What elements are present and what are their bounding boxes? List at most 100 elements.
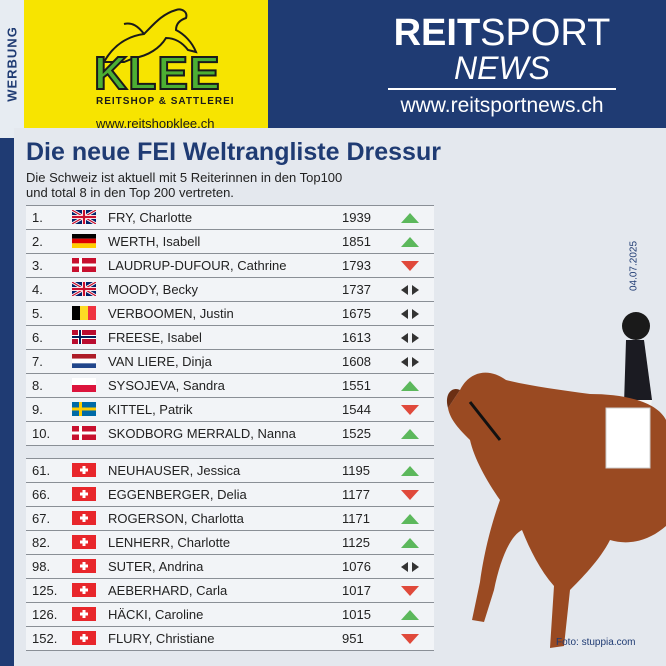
- table-row: 4. MOODY, Becky 1737: [26, 278, 434, 302]
- rank-cell: 6.: [32, 330, 43, 345]
- rank-cell: 2.: [32, 234, 43, 249]
- rank-cell: 5.: [32, 306, 43, 321]
- ad-url[interactable]: www.reitshopklee.ch: [96, 116, 215, 131]
- table-row: 126. HÄCKI, Caroline 1015: [26, 603, 434, 627]
- trend-up-icon: [400, 513, 420, 525]
- rider-name-cell: SKODBORG MERRALD, Nanna: [108, 426, 296, 441]
- table-row: 152. FLURY, Christiane 951: [26, 627, 434, 651]
- klee-logo: KLEE: [93, 46, 221, 100]
- flag-se-icon: [72, 402, 96, 416]
- rider-name-cell: SYSOJEVA, Sandra: [108, 378, 225, 393]
- brand-title-bold: REIT: [393, 12, 481, 54]
- trend-same-icon: [400, 284, 420, 296]
- points-cell: 1551: [342, 378, 371, 393]
- points-cell: 1737: [342, 282, 371, 297]
- rank-cell: 82.: [32, 535, 51, 550]
- brand-divider: [388, 88, 616, 90]
- flag-no-icon: [72, 330, 96, 344]
- trend-same-icon: [400, 332, 420, 344]
- rider-name-cell: ROGERSON, Charlotta: [108, 511, 244, 526]
- points-cell: 1171: [342, 511, 370, 526]
- table-row: 61. NEUHAUSER, Jessica 1195: [26, 458, 434, 483]
- klee-logo-subtitle: REITSHOP & SATTLEREI: [96, 96, 235, 107]
- rider-name-cell: FREESE, Isabel: [108, 330, 202, 345]
- rider-name-cell: KITTEL, Patrik: [108, 402, 193, 417]
- advertising-label-text: WERBUNG: [4, 26, 20, 102]
- photo-credit: Foto: stuppia.com: [556, 637, 636, 648]
- flag-ch-icon: [72, 607, 96, 621]
- brand-title-rest: SPORT: [480, 12, 611, 54]
- trend-down-icon: [400, 585, 420, 597]
- points-cell: 1613: [342, 330, 371, 345]
- ranking-table-swiss: 61. NEUHAUSER, Jessica 1195 66. EGGENBER…: [26, 458, 434, 651]
- flag-ch-icon: [72, 487, 96, 501]
- advertising-label: WERBUNG: [0, 0, 24, 138]
- rider-name-cell: NEUHAUSER, Jessica: [108, 463, 241, 478]
- points-cell: 1793: [342, 258, 371, 273]
- points-cell: 1608: [342, 354, 371, 369]
- rank-cell: 66.: [32, 487, 51, 502]
- subheading: Die Schweiz ist aktuell mit 5 Reiterinne…: [26, 170, 406, 200]
- rank-cell: 3.: [32, 258, 43, 273]
- rider-name-cell: HÄCKI, Caroline: [108, 607, 204, 622]
- table-row: 1. FRY, Charlotte 1939: [26, 205, 434, 230]
- points-cell: 1125: [342, 535, 370, 550]
- points-cell: 1544: [342, 402, 371, 417]
- trend-down-icon: [400, 404, 420, 416]
- flag-ch-icon: [72, 511, 96, 525]
- flag-gb-icon: [71, 280, 97, 298]
- points-cell: 1076: [342, 559, 371, 574]
- rider-name-cell: EGGENBERGER, Delia: [108, 487, 247, 502]
- horse-logo-icon: [102, 8, 198, 63]
- flag-ch-icon: [72, 463, 96, 477]
- rank-cell: 8.: [32, 378, 43, 393]
- table-row: 125. AEBERHARD, Carla 1017: [26, 579, 434, 603]
- rank-cell: 126.: [32, 607, 58, 622]
- flag-dk-icon: [72, 258, 96, 272]
- rank-cell: 61.: [32, 463, 51, 478]
- table-row: 2. WERTH, Isabell 1851: [26, 230, 434, 254]
- table-row: 10. SKODBORG MERRALD, Nanna 1525: [26, 422, 434, 446]
- table-row: 66. EGGENBERGER, Delia 1177: [26, 483, 434, 507]
- table-row: 7. VAN LIERE, Dinja 1608: [26, 350, 434, 374]
- points-cell: 1017: [342, 583, 371, 598]
- rank-cell: 4.: [32, 282, 43, 297]
- points-cell: 1177: [342, 487, 370, 502]
- table-row: 9. KITTEL, Patrik 1544: [26, 398, 434, 422]
- rider-name-cell: SUTER, Andrina: [108, 559, 204, 574]
- brand-title: REITSPORT: [382, 12, 622, 55]
- rider-name-cell: VAN LIERE, Dinja: [108, 354, 212, 369]
- flag-gb-icon: [71, 208, 97, 226]
- ad-banner[interactable]: KLEE REITSHOP & SATTLEREI www.reitshopkl…: [24, 0, 268, 138]
- rider-name-cell: LAUDRUP-DUFOUR, Cathrine: [108, 258, 287, 273]
- rank-cell: 152.: [32, 631, 58, 646]
- points-cell: 1525: [342, 426, 371, 441]
- brand-url[interactable]: www.reitsportnews.ch: [400, 94, 604, 117]
- rider-name-cell: VERBOOMEN, Justin: [108, 306, 234, 321]
- trend-up-icon: [400, 465, 420, 477]
- flag-dk-icon: [72, 426, 96, 440]
- trend-down-icon: [400, 260, 420, 272]
- ranking-table-top10: 1. FRY, Charlotte 1939 2. WERTH, Isabell…: [26, 205, 434, 446]
- table-row: 98. SUTER, Andrina 1076: [26, 555, 434, 579]
- rider-name-cell: AEBERHARD, Carla: [108, 583, 228, 598]
- table-row: 6. FREESE, Isabel 1613: [26, 326, 434, 350]
- flag-nl-icon: [72, 354, 96, 368]
- rider-name-cell: LENHERR, Charlotte: [108, 535, 231, 550]
- table-row: 3. LAUDRUP-DUFOUR, Cathrine 1793: [26, 254, 434, 278]
- points-cell: 1195: [342, 463, 370, 478]
- trend-up-icon: [400, 428, 420, 440]
- points-cell: 1015: [342, 607, 371, 622]
- date-label: 04.07.2025: [628, 240, 640, 292]
- rank-cell: 7.: [32, 354, 43, 369]
- rank-cell: 67.: [32, 511, 51, 526]
- flag-ch-icon: [72, 535, 96, 549]
- trend-same-icon: [400, 356, 420, 368]
- rider-name-cell: WERTH, Isabell: [108, 234, 201, 249]
- table-row: 5. VERBOOMEN, Justin 1675: [26, 302, 434, 326]
- trend-down-icon: [400, 489, 420, 501]
- rider-name-cell: MOODY, Becky: [108, 282, 199, 297]
- points-cell: 1675: [342, 306, 371, 321]
- flag-ch-icon: [72, 559, 96, 573]
